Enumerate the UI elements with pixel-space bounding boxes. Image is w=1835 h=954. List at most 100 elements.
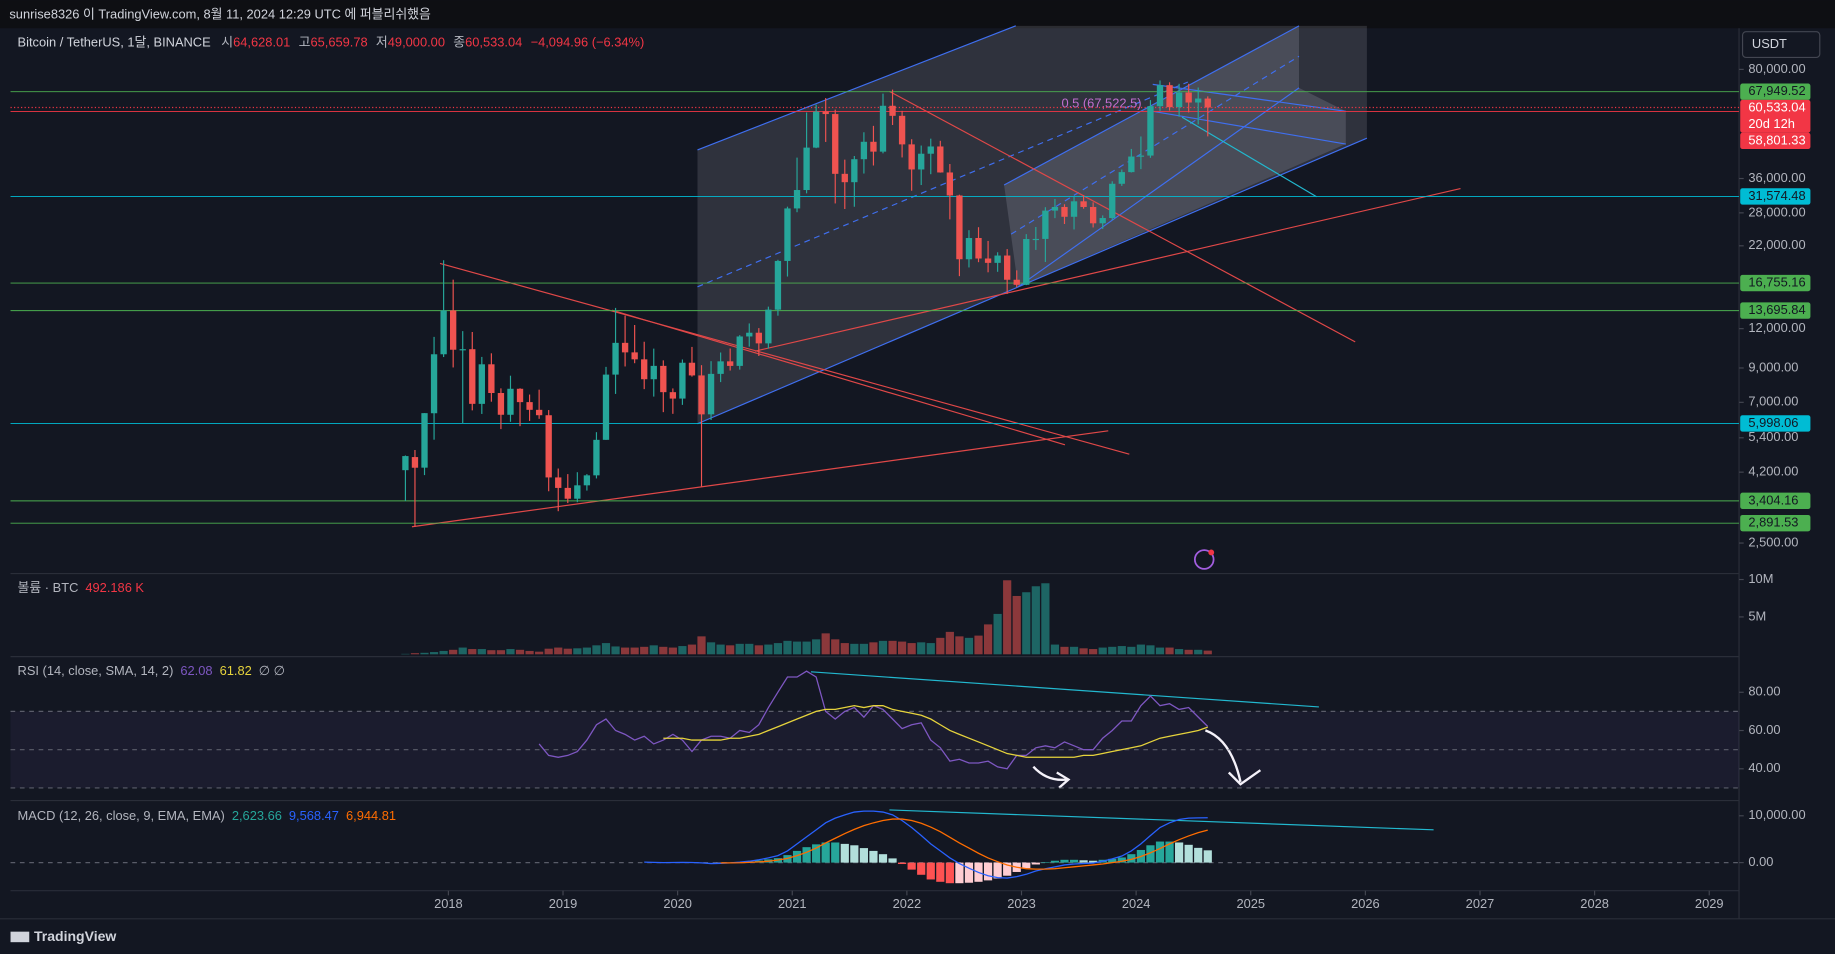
volume-bar (754, 645, 763, 655)
channel2-bottom (1017, 87, 1300, 288)
candle-body (459, 349, 466, 351)
volume-bar (477, 649, 486, 655)
h-value: 65,659.78 (310, 35, 367, 50)
volume-title: 볼륨 · BTC (18, 580, 79, 595)
volume-bar (764, 644, 773, 655)
candle-body (1118, 172, 1125, 184)
y-tick-label: 10,000.00 (1748, 807, 1805, 822)
volume-last: 492.186 K (85, 580, 144, 595)
macd-histogram-bar (926, 862, 935, 880)
x-tick-label: 2022 (893, 896, 922, 911)
price-label: 5,998.06 (1748, 415, 1798, 430)
volume-bar (888, 640, 897, 655)
x-tick-label: 2018 (434, 896, 463, 911)
candle-body (965, 238, 973, 260)
macd-histogram-bar (850, 845, 859, 863)
channel-mid (697, 81, 1189, 288)
y-tick-label: 80,000.00 (1748, 61, 1805, 76)
volume-bar (878, 640, 888, 655)
y-tick-label: 80.00 (1748, 684, 1780, 699)
y-tick-label: 7,000.00 (1748, 394, 1798, 409)
volume-bar (812, 639, 821, 655)
macd-histogram-bar (1003, 862, 1012, 876)
macd-histogram-bar (802, 847, 811, 863)
o-value: 64,628.01 (233, 35, 290, 50)
volume-bar (535, 651, 544, 655)
candle-body (698, 375, 705, 415)
y-tick-label: 10M (1748, 571, 1773, 586)
y-tick-label: 12,000.00 (1748, 320, 1805, 335)
volume-bar (955, 636, 964, 655)
currency-box[interactable] (1741, 31, 1821, 59)
volume-bar (1108, 646, 1117, 655)
volume-bar (706, 642, 716, 655)
candle-body (660, 365, 667, 393)
volume-bar (697, 636, 706, 655)
trend-line (889, 90, 1356, 343)
x-tick-label: 2028 (1580, 896, 1609, 911)
macd-histogram-bar (792, 850, 802, 863)
y-tick-label: 4,200.00 (1748, 464, 1798, 479)
macd-title: MACD (12, 26, close, 9, EMA, EMA) (18, 808, 225, 823)
candle-body (1175, 92, 1183, 108)
candle-body (631, 352, 638, 360)
candle-body (1156, 85, 1164, 107)
candle-body (736, 336, 743, 366)
macd-histogram-bar (1079, 860, 1088, 863)
macd-histogram-bar (1184, 844, 1193, 863)
x-tick-label: 2027 (1466, 896, 1495, 911)
volume-bar (601, 643, 611, 655)
h-label: 고 (299, 35, 311, 50)
volume-bar (1203, 650, 1212, 655)
volume-bar (936, 637, 945, 655)
candle-body (1080, 201, 1087, 207)
volume-bar (1050, 644, 1060, 655)
volume-bar (1175, 649, 1184, 655)
candle-body (612, 342, 619, 375)
volume-bar (983, 624, 993, 655)
candle-body (1023, 239, 1030, 285)
trend-line (754, 187, 1461, 352)
candle-body (975, 237, 982, 259)
volume-bar (515, 649, 525, 655)
price-label: 3,404.16 (1748, 492, 1798, 507)
volume-bar (802, 641, 811, 655)
rsi-extra: ∅ ∅ (259, 663, 285, 678)
volume-bar (554, 647, 563, 655)
price-label-box (1740, 99, 1811, 133)
candle-body (946, 172, 954, 196)
price-label: 67,949.52 (1748, 83, 1805, 98)
o-label: 시 (221, 35, 233, 50)
change: −4,094.96 (−6.34%) (531, 35, 645, 50)
volume-bar (735, 643, 744, 655)
channel-shade (697, 25, 1367, 424)
drawings (411, 25, 1461, 831)
macd-last: 9,568.47 (289, 808, 339, 823)
candle-body (1004, 255, 1011, 280)
macd-histogram-bar (1127, 854, 1136, 863)
c-value: 60,533.04 (465, 35, 522, 50)
macd-histogram-bar (1165, 841, 1174, 863)
volume-bar (1184, 649, 1193, 655)
candle-body (803, 147, 810, 191)
candle-body (1204, 98, 1211, 108)
volume-bar (1165, 647, 1174, 655)
volume-bar (859, 643, 868, 655)
volume-bar (1089, 649, 1098, 655)
volume-bar (1098, 647, 1107, 655)
candle-body (402, 456, 409, 471)
logo[interactable]: TradingView (10, 928, 117, 944)
candle-body (956, 195, 963, 260)
countdown: 20d 12h (1748, 116, 1794, 131)
rsi-title: RSI (14, close, SMA, 14, 2) (18, 663, 174, 678)
y-tick-label: 60.00 (1748, 722, 1780, 737)
signal-last: 6,944.81 (346, 808, 396, 823)
candle-body (440, 310, 447, 355)
macd-histogram-bar (869, 850, 878, 863)
volume-bar (821, 633, 830, 655)
volume-bar (1003, 580, 1012, 655)
rsi-sma-last: 61.82 (220, 663, 252, 678)
alert-icon[interactable] (1193, 549, 1215, 570)
macd-histogram-bar (831, 842, 840, 863)
